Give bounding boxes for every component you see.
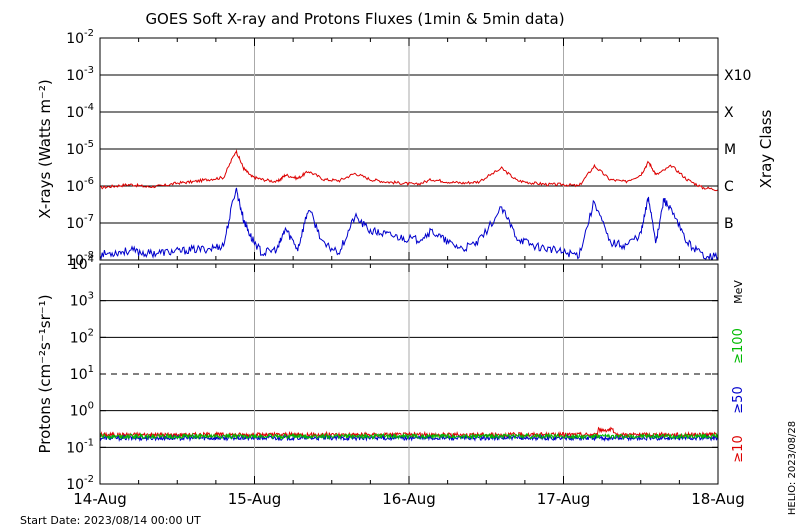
- proton-y-tick-label: 10-1: [66, 437, 94, 456]
- xray-y-tick-label: 10-3: [66, 65, 94, 84]
- proton-legend-50: ≥50: [731, 386, 746, 413]
- series-line-p100: [99, 432, 719, 441]
- xray-y-tick-label: 10-7: [66, 213, 94, 232]
- x-tick-label: 17-Aug: [537, 490, 590, 508]
- footer-start-date: Start Date: 2023/08/14 00:00 UT: [20, 514, 201, 527]
- xray-y-tick-label: 10-5: [66, 139, 94, 158]
- xray-frame: [99, 37, 719, 261]
- xray-series: [99, 149, 719, 261]
- xray-class-x10: X10: [724, 68, 751, 84]
- proton-y-tick-label: 100: [70, 401, 94, 420]
- proton-series: [99, 426, 719, 443]
- xray-class-m: M: [724, 142, 736, 158]
- series-line-xray_short: [99, 187, 719, 261]
- proton-y-tick-label: 10-2: [66, 474, 94, 493]
- series-line-xray_long: [99, 149, 719, 192]
- proton-y-tick-label: 102: [70, 327, 94, 346]
- proton-frame: [99, 263, 719, 485]
- chart-title: GOES Soft X-ray and Protons Fluxes (1min…: [145, 10, 564, 28]
- xray-y-tick-label: 10-4: [66, 102, 94, 121]
- proton-y-tick-label: 101: [70, 364, 94, 383]
- xray-class-x: X: [724, 105, 734, 121]
- xray-class-b: B: [724, 216, 734, 232]
- xray-y-tick-label: 10-2: [66, 28, 94, 47]
- x-tick-label: 14-Aug: [73, 490, 126, 508]
- proton-y-tick-label: 103: [70, 291, 94, 310]
- xray-y-tick-labels: 10-2 10-3 10-4 10-5 10-6 10-7 10-8: [66, 28, 94, 269]
- x-tick-label: 15-Aug: [228, 490, 281, 508]
- xray-class-labels: X10 X M C B: [724, 68, 751, 232]
- footer-credit: HELIO: 2023/08/28: [787, 421, 798, 515]
- proton-unit-label: MeV: [732, 280, 745, 304]
- xray-class-title: Xray Class: [757, 109, 775, 188]
- x-tick-label: 16-Aug: [382, 490, 435, 508]
- x-tick-label: 18-Aug: [691, 490, 744, 508]
- xray-y-tick-label: 10-8: [66, 250, 94, 269]
- proton-y-label: Protons (cm⁻²s⁻¹sr⁻¹): [36, 294, 54, 453]
- xray-y-tick-label: 10-6: [66, 176, 94, 195]
- proton-y-tick-labels: 104 103 102 101 100 10-1 10-2: [66, 254, 94, 493]
- x-axis-labels: 14-Aug 15-Aug 16-Aug 17-Aug 18-Aug: [73, 490, 744, 508]
- proton-legend-10: ≥10: [731, 435, 746, 462]
- proton-y-tick-label: 104: [70, 254, 94, 273]
- xray-panel: 10-2 10-3 10-4 10-5 10-6 10-7 10-8 X-rays (Wat…: [36, 28, 775, 269]
- xray-class-c: C: [724, 179, 734, 195]
- xray-y-label: X-rays (Watts m⁻²): [36, 79, 54, 218]
- proton-legend-100: ≥100: [731, 328, 746, 364]
- proton-panel: 104 103 102 101 100 10-1 10-2 Protons (cm⁻²s⁻¹…: [36, 254, 746, 493]
